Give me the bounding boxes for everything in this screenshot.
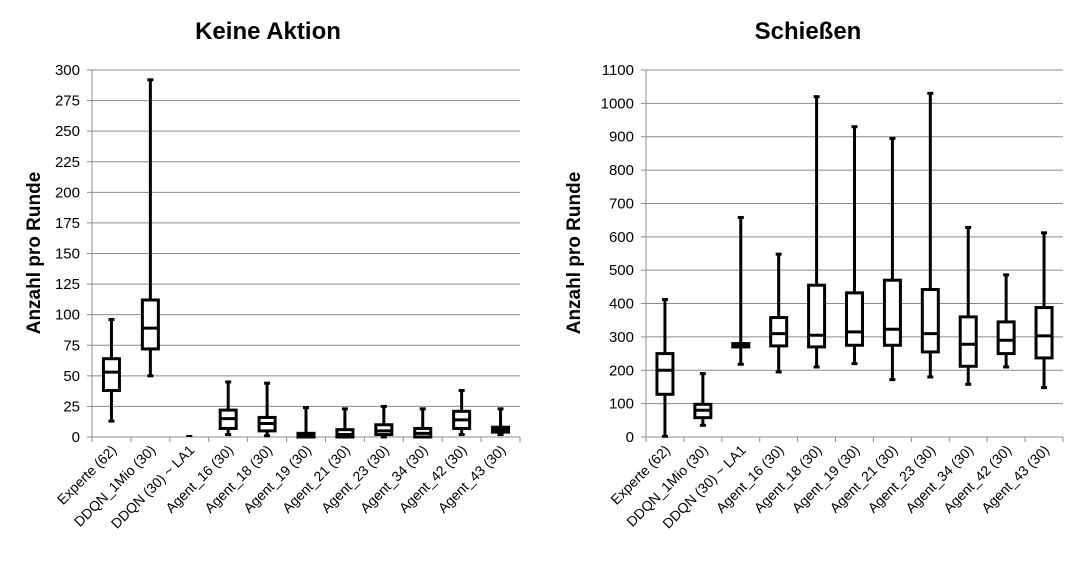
y-tick-label: 50 — [63, 368, 80, 385]
box-6 — [296, 406, 316, 439]
iqr-box — [920, 288, 940, 354]
y-axis-label: Anzahl pro Runde — [564, 172, 585, 335]
y-tick-label: 275 — [55, 93, 80, 110]
x-category-label: Agent_42 (30) — [396, 442, 470, 516]
y-tick-label: 25 — [63, 398, 80, 415]
box-3 — [731, 215, 751, 366]
y-tick-label: 700 — [609, 195, 634, 212]
chart-1: Keine Aktion Anzahl pro Runde 0 25 50 75 100 12… — [24, 18, 521, 532]
iqr-box — [807, 283, 827, 349]
box-1 — [101, 318, 121, 423]
chart-2: Schießen Anzahl pro Runde 0 100 200 300 400 500… — [564, 18, 1064, 532]
y-tick-label: 200 — [609, 362, 634, 379]
box-10 — [452, 389, 472, 437]
box-8 — [920, 91, 940, 379]
y-tick-label: 150 — [55, 246, 80, 263]
iqr-box — [140, 298, 160, 351]
box-2 — [693, 372, 713, 427]
iqr-box — [101, 357, 121, 393]
box-5 — [807, 95, 827, 369]
y-tick-label: 75 — [63, 337, 80, 354]
x-category-label: Agent_18 (30) — [201, 442, 275, 516]
x-category-label: Agent_23 (30) — [318, 442, 392, 516]
box-9 — [958, 225, 978, 386]
box-1 — [655, 298, 675, 438]
x-category-label: Agent_16 (30) — [162, 442, 236, 516]
y-tick-label: 175 — [55, 215, 80, 232]
box-10 — [996, 273, 1016, 369]
box-11 — [491, 407, 511, 437]
x-category-label: Agent_43 (30) — [435, 442, 509, 516]
y-tick-label: 225 — [55, 154, 80, 171]
y-tick-label: 1000 — [601, 95, 634, 112]
x-category-label: Agent_21 (30) — [279, 442, 353, 516]
x-category-label: Agent_19 (30) — [240, 442, 314, 516]
y-tick-label: 200 — [55, 184, 80, 201]
box-9 — [413, 407, 433, 439]
box-4 — [769, 252, 789, 374]
iqr-box — [769, 316, 789, 348]
iqr-box — [845, 291, 864, 347]
iqr-box — [958, 315, 978, 368]
iqr-box — [882, 278, 902, 347]
box-6 — [845, 125, 864, 366]
y-tick-label: 400 — [609, 296, 634, 313]
iqr-box — [996, 320, 1016, 356]
box-8 — [374, 404, 394, 439]
box-2 — [140, 78, 160, 378]
box-4 — [218, 380, 238, 437]
y-tick-label: 250 — [55, 123, 80, 140]
y-tick-label: 300 — [609, 329, 634, 346]
y-tick-label: 1100 — [602, 62, 634, 79]
x-category-label: Agent_34 (30) — [357, 442, 431, 516]
iqr-box — [655, 352, 675, 396]
y-tick-label: 600 — [609, 229, 634, 246]
y-tick-label: 0 — [626, 429, 634, 446]
box-7 — [335, 407, 355, 439]
y-tick-label: 500 — [609, 262, 634, 279]
iqr-box — [1034, 306, 1054, 360]
y-tick-label: 0 — [72, 429, 80, 446]
y-tick-label: 100 — [609, 396, 634, 413]
y-tick-label: 900 — [609, 129, 634, 146]
chart-title: Keine Aktion — [195, 18, 341, 45]
box-5 — [257, 381, 277, 438]
box-11 — [1034, 231, 1054, 390]
y-tick-label: 100 — [55, 307, 80, 324]
y-axis-label: Anzahl pro Runde — [24, 172, 45, 335]
y-tick-label: 300 — [55, 62, 80, 79]
chart-title: Schießen — [755, 18, 862, 45]
y-tick-label: 125 — [55, 276, 80, 293]
x-category-label: Agent_43 (30) — [978, 442, 1052, 516]
y-tick-label: 800 — [609, 162, 634, 179]
box-7 — [882, 136, 902, 382]
